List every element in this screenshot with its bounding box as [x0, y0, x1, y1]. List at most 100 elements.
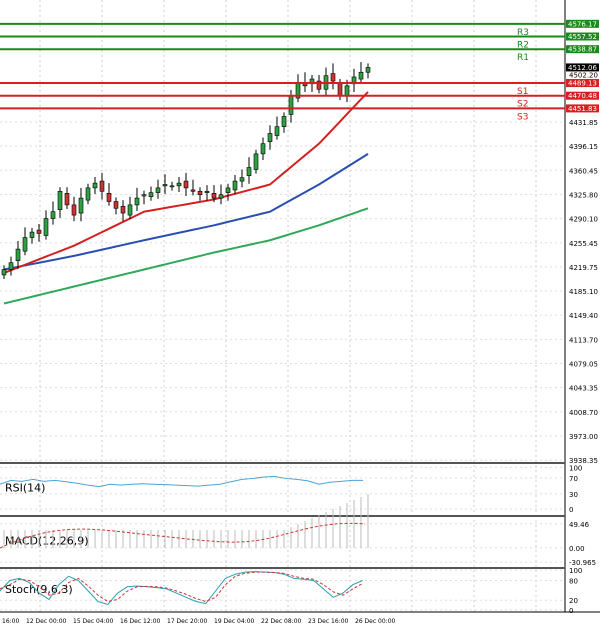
level-name-r3: R3	[517, 28, 529, 38]
time-tick-label: 17 Dec 20:00	[167, 618, 208, 625]
price-tick-label: 4079.05	[569, 361, 598, 369]
candle	[281, 116, 287, 127]
candle	[113, 201, 119, 209]
candle	[232, 180, 238, 191]
level-price-badge	[566, 91, 599, 100]
level-price-badge	[566, 45, 599, 54]
macd-tick: 0.00	[569, 545, 585, 553]
price-tick-label: 3938.35	[569, 457, 598, 465]
stoch-tick: 20	[569, 597, 578, 605]
candle	[78, 197, 84, 214]
price-tick-label: 4219.75	[569, 264, 598, 272]
current-price-badge	[566, 63, 599, 72]
rsi-label: RSI(14)	[5, 481, 45, 494]
candle	[155, 187, 161, 193]
time-tick-label: 23 Dec 16:00	[308, 618, 349, 625]
panel-separator	[0, 567, 565, 569]
price-tick-label: 4255.45	[569, 240, 598, 248]
time-tick-label: 16:00	[2, 618, 19, 625]
candle	[64, 193, 70, 206]
stoch-signal-line	[0, 571, 363, 603]
level-price-badge	[566, 79, 599, 88]
price-tick-label: 4360.45	[569, 167, 598, 175]
rsi-tick: 100	[569, 464, 582, 472]
current-price-label: 4512.06	[568, 64, 597, 72]
level-price-badge	[566, 19, 599, 28]
rsi-tick: 0	[569, 506, 573, 514]
rsi-tick: 70	[569, 475, 578, 483]
panel-separator	[0, 515, 565, 517]
candle	[43, 218, 49, 236]
candle	[141, 194, 147, 197]
price-tick-label: 4396.15	[569, 143, 598, 151]
panel-separator	[0, 462, 565, 464]
ma-mid-line	[3, 153, 369, 271]
candle	[22, 237, 28, 252]
price-tick-label: 4325.80	[569, 191, 598, 199]
candle	[148, 192, 154, 198]
candle	[71, 204, 77, 216]
candle	[57, 190, 63, 210]
candle	[36, 229, 42, 234]
candle	[99, 180, 105, 192]
price-tick-label: 4185.10	[569, 288, 598, 296]
price-tick-label: 4113.70	[569, 336, 598, 344]
candle	[246, 167, 252, 176]
candle	[162, 184, 168, 187]
candle	[218, 194, 224, 199]
candle	[330, 73, 336, 82]
price-tick-label: 4290.10	[569, 216, 598, 224]
level-name-s1: S1	[517, 87, 528, 97]
stoch-label: Stoch(9,6,3)	[5, 583, 73, 596]
stoch-tick: 0	[569, 607, 573, 615]
price-tick-label: 4502.20	[569, 71, 598, 79]
candle	[316, 80, 322, 90]
candle	[134, 197, 140, 206]
macd-tick: 49.46	[569, 521, 590, 529]
candle	[260, 143, 266, 155]
rsi-tick: 30	[569, 491, 578, 499]
candle	[85, 187, 91, 201]
time-tick-label: 19 Dec 04:00	[214, 618, 255, 625]
candle	[225, 187, 231, 193]
macd-tick: -30.965	[569, 559, 596, 567]
candle	[50, 211, 56, 219]
candle	[197, 190, 203, 195]
level-name-r1: R1	[517, 53, 529, 63]
rsi-line	[0, 476, 363, 488]
level-price-label: 4538.87	[568, 46, 597, 54]
candle	[176, 182, 182, 187]
candle	[127, 204, 133, 216]
level-price-label: 4451.83	[568, 105, 597, 113]
candle	[204, 190, 210, 193]
candle	[253, 153, 259, 170]
candle	[274, 126, 280, 136]
candle	[8, 262, 14, 270]
price-tick-label: 4043.35	[569, 385, 598, 393]
level-price-label: 4557.52	[568, 33, 597, 41]
candle	[190, 189, 196, 192]
price-tick-label: 3973.00	[569, 433, 598, 441]
candle	[344, 85, 350, 97]
candle	[1, 269, 7, 276]
candle	[15, 248, 21, 261]
candle	[337, 82, 343, 97]
candle	[29, 231, 35, 238]
candle	[267, 133, 273, 142]
time-tick-label: 16 Dec 12:00	[120, 618, 161, 625]
candle	[92, 182, 98, 189]
candle	[211, 193, 217, 199]
level-price-label: 4576.17	[568, 20, 597, 28]
time-tick-label: 22 Dec 08:00	[261, 618, 302, 625]
level-price-badge	[566, 104, 599, 113]
stoch-tick: 100	[569, 567, 582, 575]
price-tick-label: 4149.40	[569, 312, 598, 320]
price-tick-label: 4431.85	[569, 119, 598, 127]
level-name-s2: S2	[517, 100, 528, 110]
macd-signal-line	[0, 522, 366, 549]
time-tick-label: 15 Dec 04:00	[73, 618, 114, 625]
candle	[169, 185, 175, 188]
stoch-tick: 80	[569, 578, 578, 586]
